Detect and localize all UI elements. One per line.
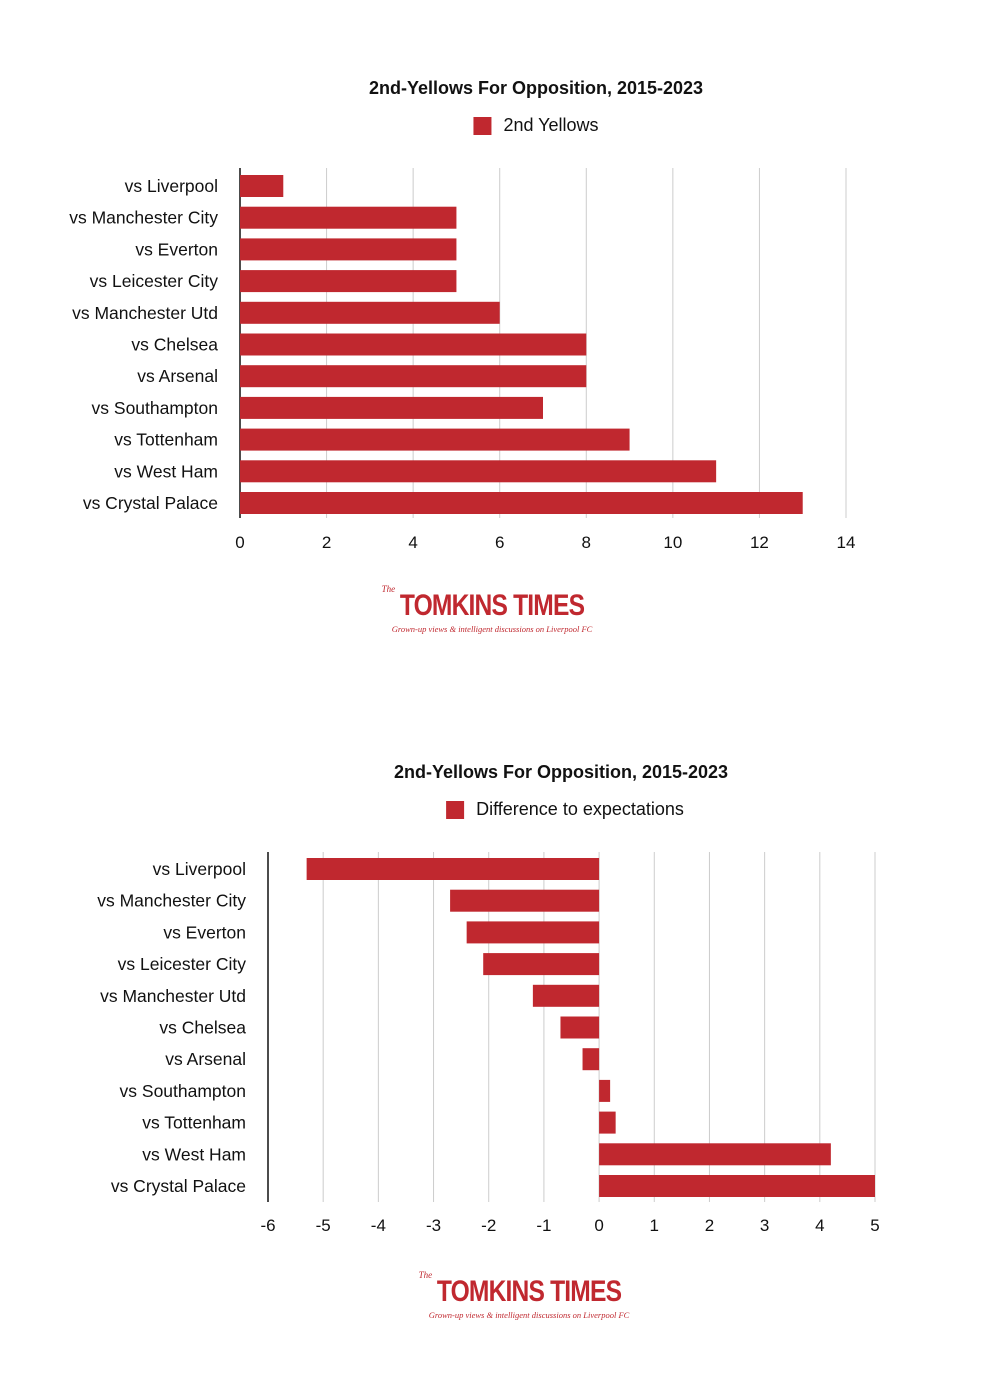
category-label: vs Leicester City [90, 271, 219, 291]
bar-chart-plot: 0 2 4 6 8 10 12 14 vs Liverpool vs Manchester Cit… [69, 168, 856, 552]
category-label: vs Arsenal [137, 366, 218, 386]
x-tick-label: 3 [760, 1216, 769, 1235]
category-label: vs Manchester Utd [100, 986, 246, 1006]
x-tick-label: -5 [316, 1216, 331, 1235]
category-label: vs Manchester Utd [72, 303, 218, 323]
x-tick-label: -4 [371, 1216, 386, 1235]
x-tick-label: -1 [536, 1216, 551, 1235]
bar [306, 858, 600, 880]
x-tick-label: 0 [594, 1216, 603, 1235]
bar [240, 428, 630, 451]
chart-legend: 2nd Yellows [473, 115, 599, 136]
x-tick-label: 1 [650, 1216, 659, 1235]
category-label: vs West Ham [114, 461, 218, 481]
category-label: vs Liverpool [125, 176, 218, 196]
logo-name: TOMKINS TIMES [399, 589, 585, 622]
category-label: vs Crystal Palace [83, 493, 218, 513]
bar [240, 238, 457, 261]
bar [240, 270, 457, 293]
category-label: vs West Ham [142, 1144, 246, 1164]
category-label: vs Leicester City [118, 954, 247, 974]
bar [240, 301, 500, 324]
bar [599, 1143, 831, 1166]
category-label: vs Southampton [120, 1081, 246, 1101]
category-label: vs Manchester City [97, 891, 246, 911]
x-tick-label: 0 [235, 533, 244, 552]
x-tick-label: 2 [705, 1216, 714, 1235]
x-tick-label: 2 [322, 533, 331, 552]
x-tick-label: -6 [260, 1216, 275, 1235]
bar [466, 921, 600, 944]
logo-name: TOMKINS TIMES [436, 1275, 622, 1308]
bar [483, 953, 600, 976]
x-tick-label: 4 [815, 1216, 824, 1235]
chart-title: 2nd-Yellows For Opposition, 2015-2023 [368, 78, 704, 98]
bar [599, 1175, 875, 1197]
category-label: vs Arsenal [165, 1049, 246, 1069]
category-label: vs Chelsea [131, 335, 218, 355]
logo-the: The [381, 584, 396, 594]
bar [599, 1079, 611, 1102]
legend-label: Difference to expectations [476, 799, 684, 819]
logo-the: The [418, 1270, 433, 1280]
bar [240, 460, 717, 483]
bar [240, 175, 284, 197]
tomkins-times-logo: The TOMKINS TIMES Grown-up views & intel… [417, 1270, 642, 1320]
bar [450, 889, 600, 912]
category-label: vs Liverpool [153, 859, 246, 879]
legend-label: 2nd Yellows [503, 115, 599, 135]
bar-chart-plot: -6 -5 -4 -3 -2 -1 0 1 2 3 4 5 vs Liverpool vs Manches… [97, 852, 880, 1235]
category-label: vs Crystal Palace [111, 1176, 246, 1196]
x-tick-label: 5 [870, 1216, 879, 1235]
bar [532, 984, 600, 1007]
logo-tagline: Grown-up views & intelligent discussions… [391, 624, 593, 634]
bar [240, 396, 543, 419]
bar [560, 1016, 600, 1039]
chart-legend: Difference to expectations [446, 799, 684, 820]
x-tick-label: 6 [495, 533, 504, 552]
x-tick-label: -2 [481, 1216, 496, 1235]
x-tick-label: 12 [750, 533, 769, 552]
bar [599, 1111, 616, 1134]
chart-1: 2nd-Yellows For Opposition, 2015-2023 2n… [0, 0, 999, 680]
bar [240, 492, 803, 514]
legend-swatch [473, 116, 492, 135]
legend-swatch [446, 800, 465, 819]
bar [582, 1048, 600, 1071]
x-tick-label: 4 [408, 533, 417, 552]
bar [240, 333, 587, 356]
x-tick-label: 14 [837, 533, 856, 552]
bar [240, 365, 587, 388]
x-tick-label: 8 [582, 533, 591, 552]
category-label: vs Everton [163, 922, 246, 942]
logo-tagline: Grown-up views & intelligent discussions… [428, 1310, 630, 1320]
category-label: vs Tottenham [114, 430, 218, 450]
x-tick-label: -3 [426, 1216, 441, 1235]
category-label: vs Chelsea [159, 1018, 246, 1038]
category-label: vs Southampton [92, 398, 218, 418]
bar [240, 206, 457, 229]
chart-title: 2nd-Yellows For Opposition, 2015-2023 [393, 762, 729, 782]
tomkins-times-logo: The TOMKINS TIMES Grown-up views & intel… [380, 584, 605, 634]
category-label: vs Tottenham [142, 1113, 246, 1133]
x-tick-label: 10 [663, 533, 682, 552]
category-label: vs Everton [135, 239, 218, 259]
category-label: vs Manchester City [69, 208, 218, 228]
